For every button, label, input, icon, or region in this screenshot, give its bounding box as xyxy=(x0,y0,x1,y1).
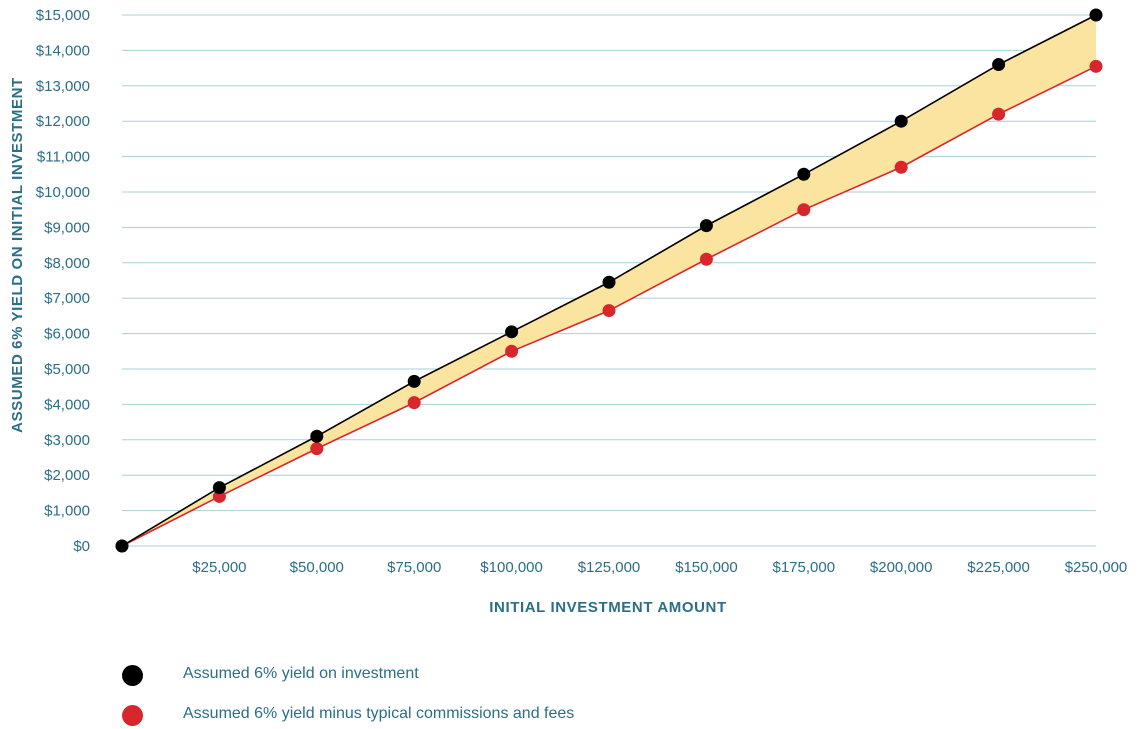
point-yield xyxy=(310,430,323,443)
point-yield xyxy=(797,168,810,181)
y-tick-label: $14,000 xyxy=(36,42,90,59)
point-yield xyxy=(116,540,129,553)
point-yield-minus-fees xyxy=(992,108,1005,121)
y-tick-label: $13,000 xyxy=(36,78,90,95)
y-tick-label: $2,000 xyxy=(44,467,90,484)
legend-label-yield: Assumed 6% yield on investment xyxy=(183,665,419,683)
legend-marker-yield-minus-fees xyxy=(122,705,143,726)
x-tick-label: $100,000 xyxy=(480,559,543,576)
point-yield xyxy=(992,58,1005,71)
point-yield xyxy=(1090,9,1103,22)
x-tick-label: $225,000 xyxy=(967,559,1030,576)
y-tick-label: $9,000 xyxy=(44,219,90,236)
x-tick-label: $50,000 xyxy=(290,559,344,576)
y-tick-label: $4,000 xyxy=(44,396,90,413)
y-tick-label: $5,000 xyxy=(44,361,90,378)
y-tick-label: $8,000 xyxy=(44,255,90,272)
y-axis-ticks: $0 $1,000 $2,000 $3,000 $4,000 $5,000 $6,000 $7… xyxy=(36,7,90,555)
point-yield-minus-fees xyxy=(310,442,323,455)
x-axis-ticks: $25,000 $50,000 $75,000 $100,000 $125,000 $15… xyxy=(192,559,1127,576)
x-tick-label: $125,000 xyxy=(578,559,641,576)
legend-item-yield: Assumed 6% yield on investment xyxy=(122,661,822,689)
point-yield-minus-fees xyxy=(895,161,908,174)
point-yield-minus-fees xyxy=(505,345,518,358)
x-tick-label: $200,000 xyxy=(870,559,933,576)
x-axis-title: INITIAL INVESTMENT AMOUNT xyxy=(489,599,727,616)
y-tick-label: $15,000 xyxy=(36,7,90,24)
y-tick-label: $11,000 xyxy=(37,149,90,166)
point-yield xyxy=(213,481,226,494)
y-tick-label: $10,000 xyxy=(36,184,90,201)
y-tick-label: $0 xyxy=(73,538,90,555)
y-tick-label: $12,000 xyxy=(36,113,90,130)
y-tick-label: $6,000 xyxy=(44,326,90,343)
y-axis-title: ASSUMED 6% YIELD ON INITIAL INVESTMENT xyxy=(9,77,26,433)
point-yield xyxy=(603,276,616,289)
y-tick-label: $7,000 xyxy=(44,290,90,307)
x-tick-label: $175,000 xyxy=(773,559,836,576)
point-yield xyxy=(895,115,908,128)
x-tick-label: $250,000 xyxy=(1065,559,1128,576)
x-tick-label: $25,000 xyxy=(192,559,246,576)
point-yield xyxy=(505,325,518,338)
point-yield-minus-fees xyxy=(603,304,616,317)
x-tick-label: $75,000 xyxy=(387,559,441,576)
point-yield-minus-fees xyxy=(797,203,810,216)
x-tick-label: $150,000 xyxy=(675,559,738,576)
point-yield-minus-fees xyxy=(1090,60,1103,73)
point-yield xyxy=(408,375,421,388)
y-tick-label: $1,000 xyxy=(44,503,90,520)
legend-marker-yield xyxy=(122,665,143,686)
y-tick-label: $3,000 xyxy=(44,432,90,449)
chart: $0 $1,000 $2,000 $3,000 $4,000 $5,000 $6,000 $7… xyxy=(0,0,1139,650)
legend-item-yield-minus-fees: Assumed 6% yield minus typical commissio… xyxy=(122,701,822,729)
legend-label-yield-minus-fees: Assumed 6% yield minus typical commissio… xyxy=(183,705,574,723)
point-yield-minus-fees xyxy=(408,396,421,409)
point-yield-minus-fees xyxy=(700,253,713,266)
point-yield xyxy=(700,219,713,232)
